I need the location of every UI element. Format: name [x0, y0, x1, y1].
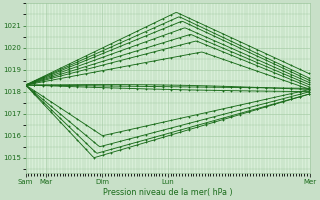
X-axis label: Pression niveau de la mer( hPa ): Pression niveau de la mer( hPa ) — [103, 188, 233, 197]
